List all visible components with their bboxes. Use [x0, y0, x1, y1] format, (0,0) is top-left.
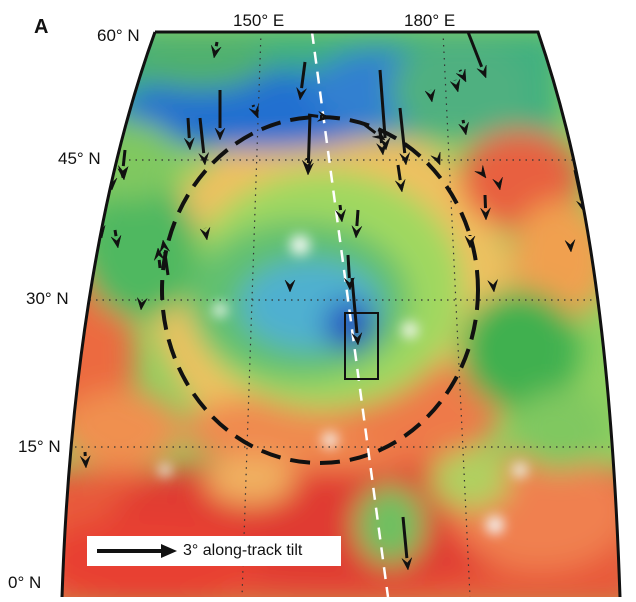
tilt-vector-shaft — [485, 195, 486, 208]
tilt-vector-shaft — [308, 115, 318, 116]
arrow-right-icon — [95, 543, 179, 559]
legend: 3° along-track tilt — [87, 536, 341, 566]
tilt-vector-shaft — [115, 230, 116, 236]
latitude-label-30n: 30° N — [26, 290, 69, 307]
latitude-label-60n: 60° N — [97, 27, 140, 44]
longitude-label-150e: 150° E — [233, 12, 284, 29]
latitude-label-45n: 45° N — [58, 150, 101, 167]
latitude-label-15n: 15° N — [18, 438, 61, 455]
tilt-vector-shaft — [253, 105, 254, 107]
tilt-vector-shaft — [216, 42, 217, 46]
tilt-vector-shaft — [340, 205, 341, 210]
panel-letter: A — [34, 17, 48, 37]
longitude-label-180e: 180° E — [404, 12, 455, 29]
tilt-vector-shaft — [188, 118, 189, 138]
latitude-label-0n: 0° N — [8, 574, 41, 591]
tilt-vector-shaft — [357, 210, 358, 226]
tilt-vector-shaft — [380, 130, 382, 143]
tilt-vector-shaft — [159, 260, 160, 268]
tilt-vector-shaft — [123, 150, 125, 166]
tilt-vector-shaft — [463, 120, 464, 123]
tilt-vector-shaft — [460, 70, 461, 71]
legend-label: 3° along-track tilt — [183, 542, 302, 560]
tilt-vector-shaft — [308, 115, 310, 163]
tilt-vector-shaft — [348, 255, 349, 278]
